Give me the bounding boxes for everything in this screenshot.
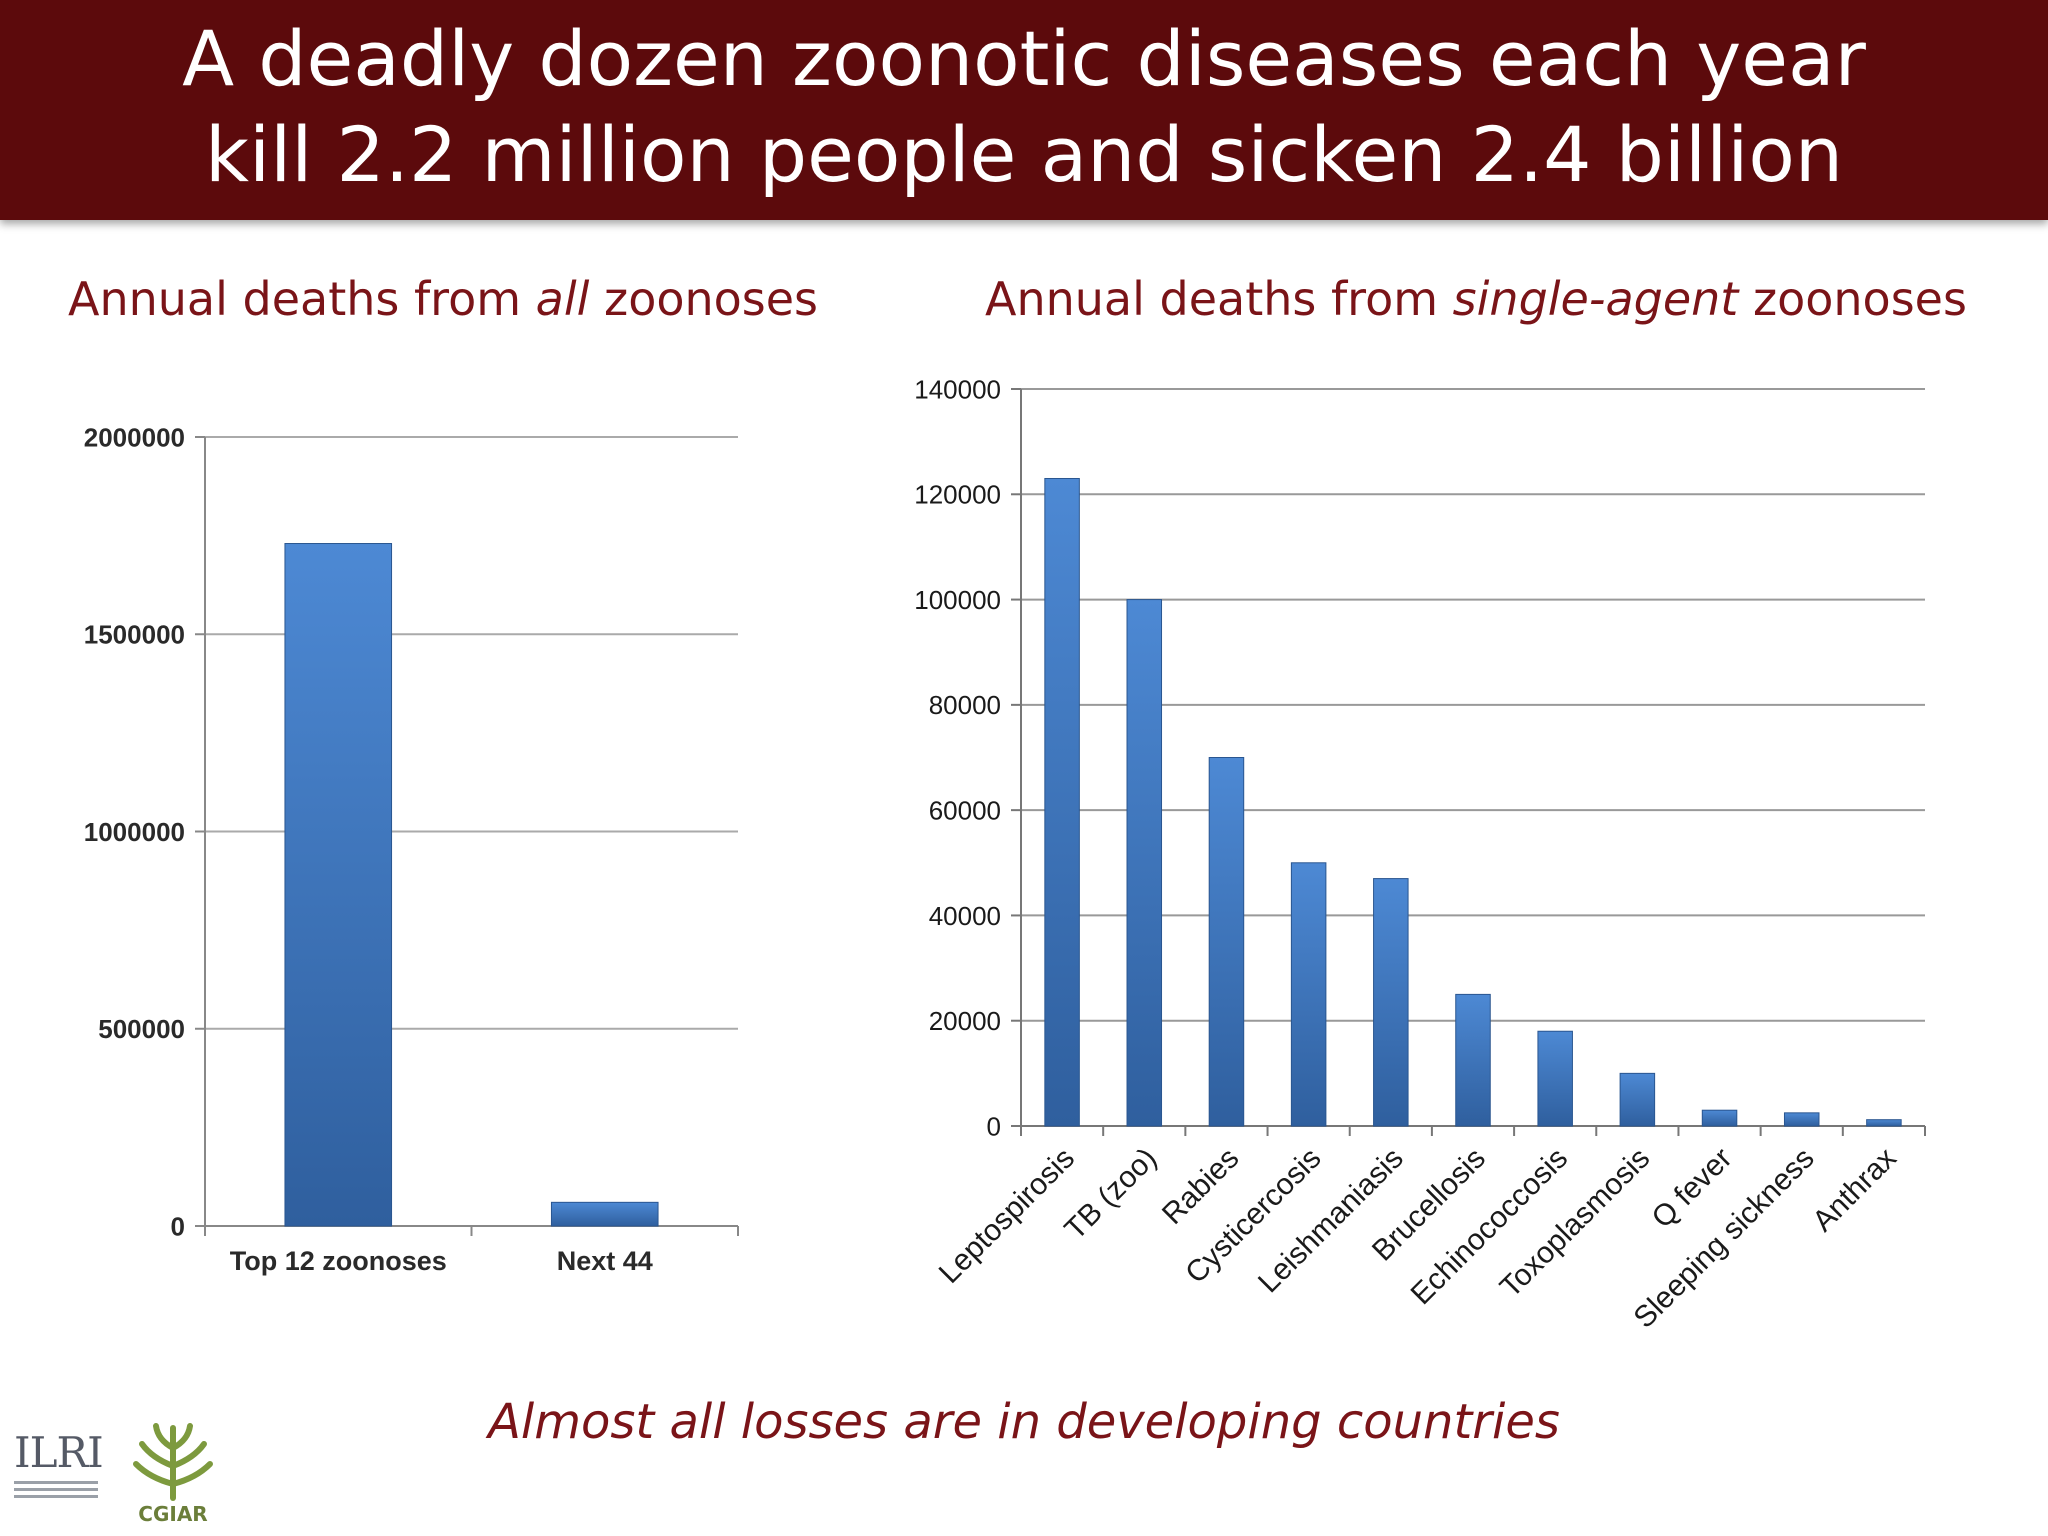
- y-tick-label: 20000: [929, 1006, 1001, 1036]
- bar: [1373, 878, 1409, 1127]
- bar: [1866, 1119, 1902, 1127]
- x-category-label: TB (zoo): [1059, 1142, 1164, 1247]
- title-banner: A deadly dozen zoonotic diseases each ye…: [0, 0, 2048, 220]
- right-subtitle-emphasis: single-agent: [1452, 272, 1739, 326]
- left-subtitle-prefix: Annual deaths from: [68, 272, 536, 326]
- ilri-logo-fineprint: [14, 1488, 98, 1491]
- ilri-logo-fineprint: [14, 1481, 98, 1484]
- bar: [1455, 993, 1491, 1127]
- bar: [1701, 1109, 1738, 1127]
- y-tick-label: 140000: [914, 374, 1001, 404]
- y-tick-label: 1000000: [84, 817, 185, 847]
- x-category-label: Leptospirosis: [933, 1142, 1081, 1290]
- bar: [1044, 477, 1080, 1127]
- slide-title-line-2: kill 2.2 million people and sicken 2.4 b…: [204, 110, 1844, 199]
- y-tick-label: 2000000: [84, 422, 185, 452]
- right-subtitle-suffix: zoonoses: [1738, 272, 1967, 326]
- right-subtitle-prefix: Annual deaths from: [985, 272, 1453, 326]
- ilri-logo-text: ILRI: [14, 1428, 104, 1477]
- bar: [1290, 862, 1327, 1127]
- right-chart-subtitle: Annual deaths from single-agent zoonoses: [985, 272, 1967, 326]
- bar: [1537, 1030, 1573, 1127]
- bar: [1126, 599, 1163, 1127]
- y-tick-label: 0: [171, 1211, 185, 1241]
- x-category-label: Top 12 zoonoses: [230, 1246, 447, 1276]
- left-chart-subtitle: Annual deaths from all zoonoses: [68, 272, 818, 326]
- y-tick-label: 40000: [929, 901, 1001, 931]
- bar: [1783, 1112, 1820, 1127]
- bar: [550, 1201, 659, 1227]
- x-category-label: Anthrax: [1806, 1142, 1902, 1238]
- bar: [1208, 757, 1245, 1127]
- left-subtitle-suffix: zoonoses: [589, 272, 819, 326]
- x-category-label: Leishmaniasis: [1252, 1142, 1410, 1300]
- ilri-logo: ILRI: [14, 1428, 104, 1523]
- cgiar-logo-text: CGIAR: [138, 1502, 208, 1526]
- x-category-label: Next 44: [557, 1246, 653, 1276]
- cgiar-logo: CGIAR: [128, 1418, 218, 1528]
- y-tick-label: 80000: [929, 690, 1001, 720]
- y-tick-label: 1500000: [84, 620, 185, 650]
- y-tick-label: 0: [987, 1111, 1001, 1141]
- footer-note: Almost all losses are in developing coun…: [488, 1394, 1560, 1450]
- bar: [1619, 1072, 1656, 1127]
- y-tick-label: 120000: [914, 480, 1001, 510]
- cgiar-wheat-icon: [133, 1423, 213, 1501]
- y-tick-label: 60000: [929, 796, 1001, 826]
- bar: [284, 543, 393, 1227]
- x-category-label: Toxoplasmosis: [1494, 1142, 1656, 1304]
- y-tick-label: 500000: [98, 1014, 185, 1044]
- y-tick-label: 100000: [914, 585, 1001, 615]
- left-subtitle-emphasis: all: [535, 272, 590, 326]
- slide-title-line-1: A deadly dozen zoonotic diseases each ye…: [182, 14, 1866, 103]
- ilri-logo-fineprint: [14, 1495, 98, 1498]
